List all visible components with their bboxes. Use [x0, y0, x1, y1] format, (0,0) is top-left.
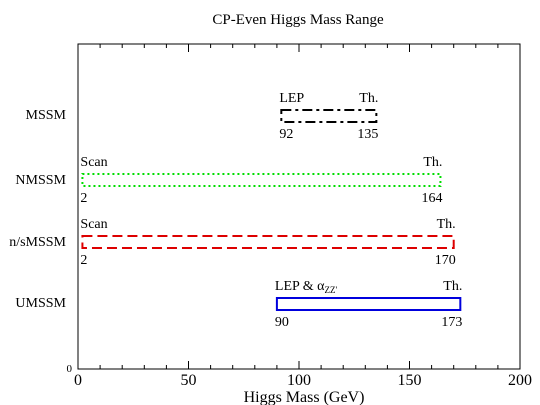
category-label-n-smssm: n/sMSSM — [9, 235, 66, 250]
y-zero-label: 0 — [67, 363, 73, 375]
category-label-umssm: UMSSM — [15, 296, 66, 311]
high-source-label: Th. — [437, 217, 456, 232]
high-source-label: Th. — [423, 155, 442, 170]
x-axis-label: Higgs Mass (GeV) — [244, 389, 365, 405]
chart-title: CP-Even Higgs Mass Range — [212, 12, 384, 28]
low-value-label: 90 — [275, 315, 289, 330]
range-bar-umssm — [275, 297, 462, 311]
high-value-label: 173 — [441, 315, 462, 330]
range-bars: MSSM LEP Th. 92 135 NMSSM Scan Th. 2 164 n/sMSSM Sc… — [9, 91, 462, 330]
range-bar-nmssm — [81, 173, 442, 187]
x-tick-label: 100 — [287, 372, 311, 389]
x-tick-label: 0 — [74, 372, 82, 389]
category-label-mssm: MSSM — [26, 108, 67, 123]
low-source-label: LEP & αZZ' — [275, 279, 338, 295]
x-tick-label: 150 — [398, 372, 422, 389]
low-value-label: 92 — [279, 127, 293, 142]
high-value-label: 135 — [357, 127, 378, 142]
category-label-nmssm: NMSSM — [15, 173, 66, 188]
high-source-label: Th. — [359, 91, 378, 106]
high-source-label: Th. — [443, 279, 462, 294]
x-tick-label: 50 — [181, 372, 197, 389]
range-bar-n-smssm — [81, 235, 455, 249]
low-value-label: 2 — [80, 253, 87, 268]
x-axis: 0 50 100 150 200 — [74, 44, 532, 389]
x-tick-label: 200 — [508, 372, 532, 389]
low-value-label: 2 — [80, 191, 87, 206]
range-bar-mssm — [280, 109, 378, 123]
low-source-label: Scan — [80, 217, 107, 232]
high-value-label: 164 — [421, 191, 442, 206]
low-source-label: Scan — [80, 155, 107, 170]
low-source-label: LEP — [279, 91, 304, 106]
high-value-label: 170 — [435, 253, 456, 268]
